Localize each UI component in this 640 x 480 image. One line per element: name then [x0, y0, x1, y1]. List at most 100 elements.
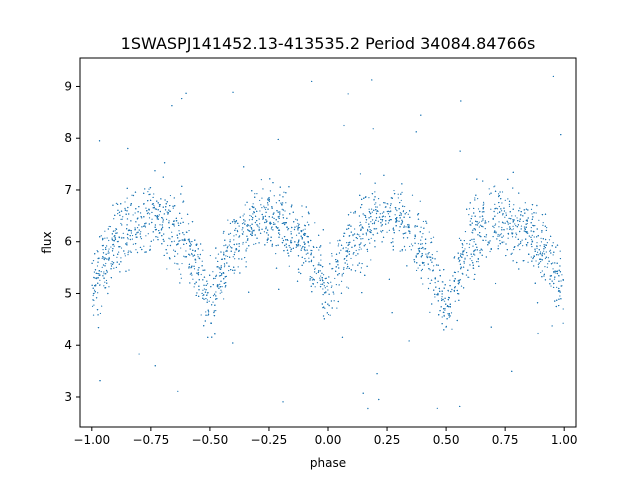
data-point [145, 235, 147, 237]
data-point [401, 248, 403, 251]
data-point [104, 257, 106, 259]
data-point [278, 199, 280, 202]
data-point [319, 285, 322, 288]
data-point [328, 304, 330, 307]
data-point [234, 269, 236, 271]
data-point [180, 193, 182, 195]
data-point [145, 251, 147, 253]
data-point [537, 263, 539, 266]
data-point [191, 253, 193, 256]
data-point [301, 264, 303, 266]
data-point [432, 236, 435, 238]
data-point [130, 232, 133, 234]
data-point [400, 214, 402, 216]
data-point [126, 244, 128, 246]
data-point [322, 288, 324, 290]
data-point [129, 234, 131, 237]
data-point [320, 275, 322, 277]
data-point [474, 254, 476, 256]
data-point [95, 272, 97, 275]
data-point [287, 252, 289, 254]
data-point [469, 264, 471, 266]
data-point [208, 300, 210, 302]
data-point [111, 233, 113, 235]
data-point [320, 283, 322, 285]
data-point [474, 228, 476, 230]
data-point [499, 240, 501, 242]
data-point [425, 222, 428, 224]
data-point [395, 208, 397, 210]
data-point [531, 218, 533, 220]
data-point [115, 266, 118, 269]
data-point [371, 211, 373, 213]
data-point [405, 226, 407, 228]
data-point [148, 223, 150, 225]
data-point [212, 301, 214, 303]
data-point [474, 249, 476, 251]
data-point [164, 209, 167, 211]
data-point [549, 250, 551, 252]
data-point [376, 206, 378, 208]
data-point [428, 268, 430, 270]
data-point [360, 248, 362, 250]
data-point [431, 254, 433, 256]
data-point [546, 227, 548, 229]
data-point [432, 270, 434, 272]
data-point [522, 245, 524, 247]
data-point [177, 222, 179, 224]
data-point [543, 248, 545, 250]
data-point [395, 218, 398, 221]
data-point [454, 271, 457, 274]
data-point [512, 228, 515, 230]
data-point [179, 239, 181, 242]
data-point [91, 262, 93, 264]
data-point [130, 204, 132, 206]
data-point [533, 265, 535, 267]
data-point [414, 235, 416, 238]
data-point [201, 265, 203, 267]
data-point [537, 254, 539, 256]
data-point [301, 256, 303, 258]
data-point [301, 237, 303, 239]
data-point [460, 100, 462, 102]
data-point [359, 243, 361, 245]
data-point [445, 325, 447, 328]
data-point [549, 283, 551, 285]
data-point [331, 252, 333, 255]
data-point [272, 223, 275, 225]
data-point [534, 282, 536, 284]
data-point [307, 252, 309, 254]
data-point [290, 231, 292, 233]
data-point [219, 271, 221, 274]
data-point [499, 211, 501, 213]
data-point [427, 253, 429, 255]
data-point [363, 214, 365, 216]
data-point [323, 292, 326, 294]
data-point [476, 249, 478, 251]
data-point [482, 218, 484, 220]
data-point [207, 311, 210, 313]
data-point [322, 315, 325, 317]
data-point [307, 241, 309, 243]
data-point [148, 217, 151, 219]
data-point [520, 241, 522, 243]
data-point [147, 233, 149, 235]
data-point [512, 171, 514, 173]
data-point [528, 235, 530, 237]
data-point [414, 226, 416, 228]
data-point [509, 228, 511, 230]
data-point [441, 298, 443, 300]
data-point [326, 285, 328, 287]
data-point [368, 210, 371, 213]
data-point [490, 208, 492, 210]
data-point [365, 221, 367, 223]
data-point [191, 221, 194, 223]
data-point [92, 287, 94, 289]
data-point [470, 217, 472, 220]
data-point [350, 231, 352, 233]
data-point [329, 263, 331, 265]
data-point [416, 253, 418, 255]
data-point [420, 256, 422, 258]
data-point [281, 222, 283, 225]
data-point [223, 298, 225, 300]
